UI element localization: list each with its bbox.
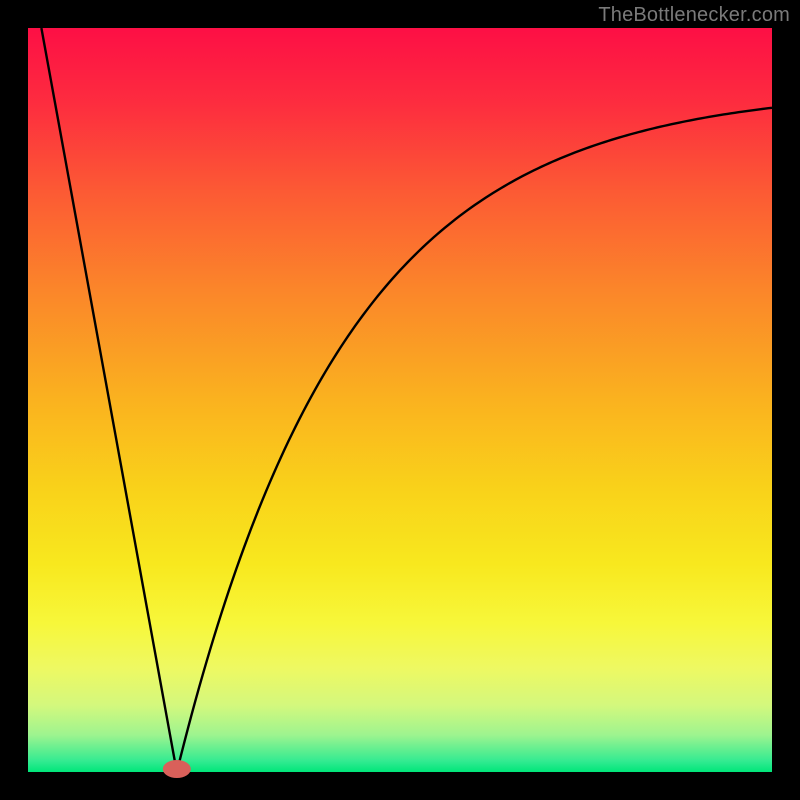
optimal-point-marker [163, 760, 191, 778]
watermark-label: TheBottlenecker.com [598, 4, 790, 27]
plot-background [28, 28, 772, 772]
bottleneck-chart [0, 0, 800, 800]
